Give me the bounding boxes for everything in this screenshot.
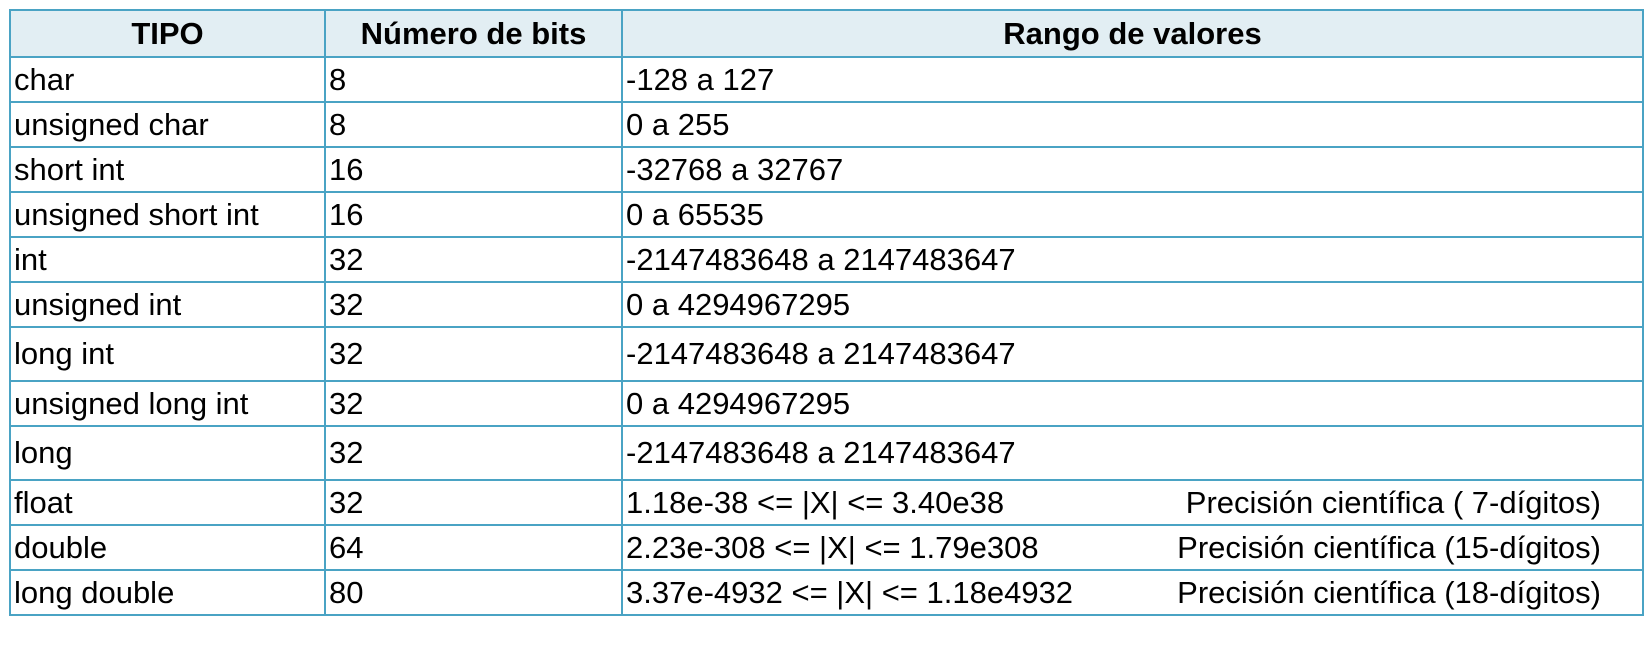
precision-note: Precisión científica (15-dígitos) bbox=[1177, 529, 1601, 565]
header-rango: Rango de valores bbox=[621, 9, 1644, 58]
cell-bits: 16 bbox=[324, 146, 623, 193]
cell-rango: -2147483648 a 2147483647 bbox=[621, 425, 1644, 481]
cell-bits: 8 bbox=[324, 101, 623, 148]
range-value: 0 a 65535 bbox=[626, 196, 764, 232]
header-tipo: TIPO bbox=[9, 9, 326, 58]
cell-tipo: unsigned long int bbox=[9, 380, 326, 427]
cell-rango: -2147483648 a 2147483647 bbox=[621, 326, 1644, 382]
table-row: long 32 -2147483648 a 2147483647 bbox=[9, 425, 1644, 481]
range-value: 0 a 4294967295 bbox=[626, 286, 851, 322]
cell-rango: 1.18e-38 <= |X| <= 3.40e38 Precisión cie… bbox=[621, 479, 1644, 526]
cell-rango: -128 a 127 bbox=[621, 56, 1644, 103]
cell-bits: 32 bbox=[324, 326, 623, 382]
cell-rango: 0 a 255 bbox=[621, 101, 1644, 148]
cell-tipo: short int bbox=[9, 146, 326, 193]
cell-rango: 0 a 4294967295 bbox=[621, 281, 1644, 328]
range-value: 0 a 4294967295 bbox=[626, 385, 851, 421]
cell-rango: 3.37e-4932 <= |X| <= 1.18e4932 Precisión… bbox=[621, 569, 1644, 616]
range-value: -32768 a 32767 bbox=[626, 151, 844, 187]
cell-rango: -32768 a 32767 bbox=[621, 146, 1644, 193]
table-row: unsigned char 8 0 a 255 bbox=[9, 101, 1644, 148]
cell-bits: 16 bbox=[324, 191, 623, 238]
header-row: TIPO Número de bits Rango de valores bbox=[9, 9, 1644, 58]
cell-rango: -2147483648 a 2147483647 bbox=[621, 236, 1644, 283]
cell-tipo: unsigned char bbox=[9, 101, 326, 148]
header-bits: Número de bits bbox=[324, 9, 623, 58]
range-value: -128 a 127 bbox=[626, 61, 775, 97]
data-types-table-container: TIPO Número de bits Rango de valores cha… bbox=[9, 9, 1644, 616]
cell-bits: 32 bbox=[324, 281, 623, 328]
cell-bits: 80 bbox=[324, 569, 623, 616]
cell-tipo: float bbox=[9, 479, 326, 526]
cell-rango: 0 a 65535 bbox=[621, 191, 1644, 238]
table-row: char 8 -128 a 127 bbox=[9, 56, 1644, 103]
table-row: double 64 2.23e-308 <= |X| <= 1.79e308 P… bbox=[9, 524, 1644, 571]
range-value: 1.18e-38 <= |X| <= 3.40e38 bbox=[626, 484, 1005, 520]
cell-bits: 32 bbox=[324, 236, 623, 283]
table-row: float 32 1.18e-38 <= |X| <= 3.40e38 Prec… bbox=[9, 479, 1644, 526]
table-body: char 8 -128 a 127 unsigned char 8 0 a 25… bbox=[9, 56, 1644, 616]
cell-rango: 0 a 4294967295 bbox=[621, 380, 1644, 427]
table-row: long int 32 -2147483648 a 2147483647 bbox=[9, 326, 1644, 382]
range-value: 0 a 255 bbox=[626, 106, 730, 142]
cell-bits: 32 bbox=[324, 380, 623, 427]
table-row: short int 16 -32768 a 32767 bbox=[9, 146, 1644, 193]
range-value: 3.37e-4932 <= |X| <= 1.18e4932 bbox=[626, 574, 1074, 610]
table-row: long double 80 3.37e-4932 <= |X| <= 1.18… bbox=[9, 569, 1644, 616]
table-row: unsigned int 32 0 a 4294967295 bbox=[9, 281, 1644, 328]
data-types-table: TIPO Número de bits Rango de valores cha… bbox=[9, 9, 1644, 616]
range-value: 2.23e-308 <= |X| <= 1.79e308 bbox=[626, 529, 1039, 565]
cell-bits: 32 bbox=[324, 479, 623, 526]
table-header: TIPO Número de bits Rango de valores bbox=[9, 9, 1644, 58]
cell-tipo: long bbox=[9, 425, 326, 481]
cell-tipo: unsigned int bbox=[9, 281, 326, 328]
cell-tipo: long int bbox=[9, 326, 326, 382]
cell-tipo: double bbox=[9, 524, 326, 571]
cell-bits: 64 bbox=[324, 524, 623, 571]
table-row: int 32 -2147483648 a 2147483647 bbox=[9, 236, 1644, 283]
range-value: -2147483648 a 2147483647 bbox=[626, 241, 1016, 277]
cell-tipo: unsigned short int bbox=[9, 191, 326, 238]
table-row: unsigned long int 32 0 a 4294967295 bbox=[9, 380, 1644, 427]
cell-bits: 8 bbox=[324, 56, 623, 103]
precision-note: Precisión científica (18-dígitos) bbox=[1177, 574, 1601, 610]
range-value: -2147483648 a 2147483647 bbox=[626, 435, 1016, 470]
table-row: unsigned short int 16 0 a 65535 bbox=[9, 191, 1644, 238]
cell-tipo: long double bbox=[9, 569, 326, 616]
cell-tipo: char bbox=[9, 56, 326, 103]
cell-bits: 32 bbox=[324, 425, 623, 481]
precision-note: Precisión científica ( 7-dígitos) bbox=[1185, 484, 1601, 520]
cell-rango: 2.23e-308 <= |X| <= 1.79e308 Precisión c… bbox=[621, 524, 1644, 571]
cell-tipo: int bbox=[9, 236, 326, 283]
range-value: -2147483648 a 2147483647 bbox=[626, 336, 1016, 371]
